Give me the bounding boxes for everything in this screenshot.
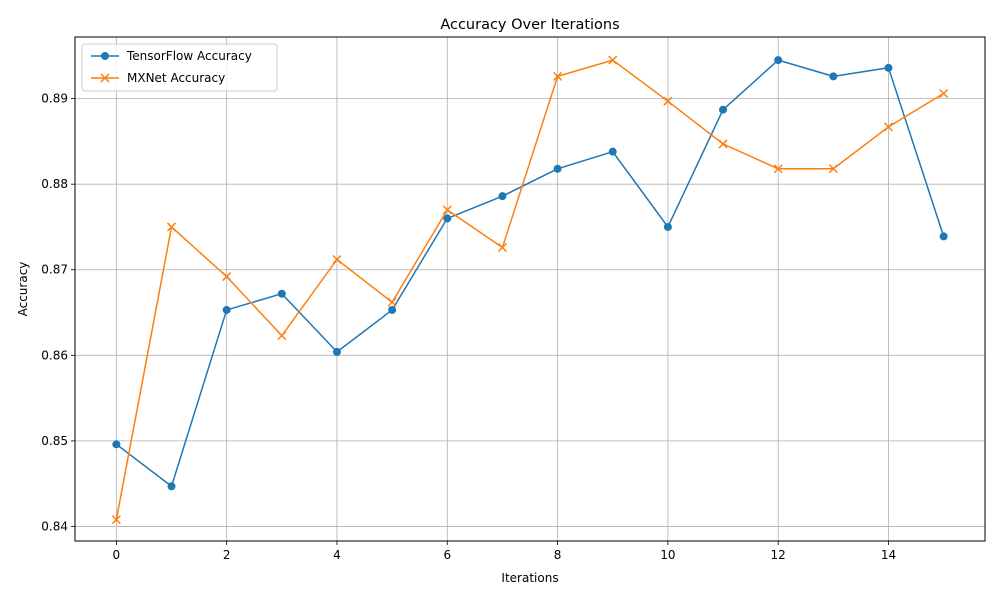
y-tick-label: 0.86: [41, 348, 68, 362]
ticks: 0 2 4 6 8 10 12 14 0.84 0.85 0.86 0.87 0.88 0.89: [41, 92, 896, 562]
y-tick-label: 0.85: [41, 434, 68, 448]
series-line: [115, 59, 945, 520]
data-point: [774, 56, 783, 65]
data-point: [553, 164, 562, 173]
series-tensorflow: [112, 56, 948, 491]
data-point: [277, 331, 287, 341]
data-point: [388, 305, 397, 314]
y-tick-label: 0.87: [41, 263, 68, 277]
y-tick-label: 0.89: [41, 92, 68, 106]
data-point: [883, 122, 894, 132]
data-point: [167, 482, 176, 491]
x-tick-label: 0: [113, 548, 121, 562]
data-point: [166, 222, 177, 232]
data-point: [608, 55, 618, 65]
data-point: [112, 440, 121, 449]
x-tick-label: 4: [333, 548, 341, 562]
x-tick-label: 10: [660, 548, 675, 562]
data-point: [663, 222, 672, 231]
data-point: [553, 71, 563, 81]
legend-marker-tensorflow: [101, 52, 109, 60]
data-point: [829, 72, 838, 81]
data-point: [332, 347, 341, 356]
series-mxnet: [111, 55, 949, 525]
data-point: [939, 88, 949, 99]
plot-frame: [74, 36, 986, 542]
legend: TensorFlow Accuracy MXNet Accuracy: [81, 43, 278, 92]
data-point: [277, 289, 286, 298]
x-tick-label: 2: [223, 548, 231, 562]
data-point: [773, 164, 783, 174]
y-axis-label: Accuracy: [16, 262, 30, 317]
data-point: [498, 192, 507, 201]
legend-label-tensorflow: TensorFlow Accuracy: [126, 49, 252, 63]
data-point: [718, 139, 728, 149]
data-point: [387, 297, 397, 307]
data-point: [608, 147, 617, 156]
chart-title: Accuracy Over Iterations: [440, 17, 619, 33]
data-point: [828, 164, 838, 174]
data-point: [111, 515, 121, 525]
x-tick-label: 12: [771, 548, 786, 562]
legend-label-mxnet: MXNet Accuracy: [127, 71, 225, 85]
x-axis-label: Iterations: [501, 571, 558, 585]
x-tick-label: 6: [443, 548, 451, 562]
data-point: [222, 272, 232, 282]
data-point: [443, 214, 452, 223]
y-tick-label: 0.88: [41, 177, 68, 191]
series-line: [115, 59, 945, 487]
data-point: [939, 232, 948, 241]
data-point: [719, 105, 728, 114]
y-tick-label: 0.84: [41, 519, 68, 533]
x-tick-label: 14: [881, 548, 896, 562]
grid: [75, 37, 985, 541]
data-point: [222, 305, 231, 314]
data-point: [663, 96, 673, 106]
x-tick-label: 8: [554, 548, 562, 562]
series-layer: [111, 55, 949, 525]
data-point: [442, 205, 452, 215]
legend-marker-mxnet: [100, 73, 110, 83]
data-point: [497, 242, 507, 253]
data-point: [332, 254, 342, 265]
data-point: [884, 63, 893, 72]
legend-box: [81, 43, 278, 92]
